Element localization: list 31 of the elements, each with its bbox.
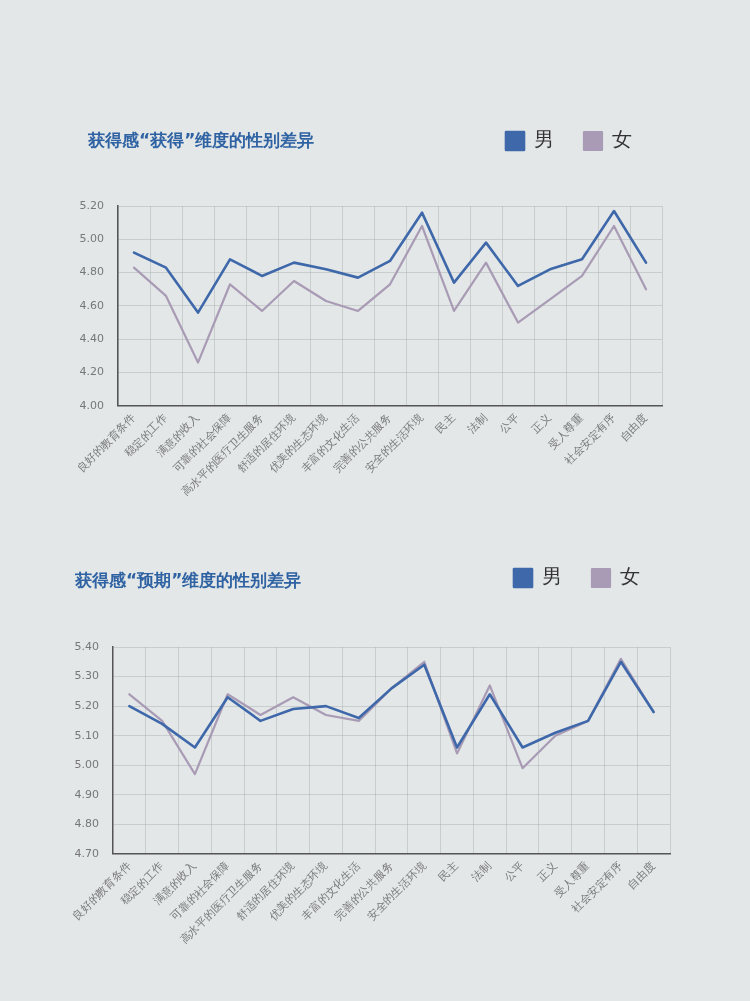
y-tick-label: 4.00 [79,398,104,412]
y-tick-label: 5.40 [74,639,99,653]
y-tick-label: 4.80 [74,817,99,831]
legend-label: 男 [534,127,554,152]
x-tick-label: 民主 [436,859,462,885]
y-tick-label: 5.00 [79,232,104,246]
y-tick-label: 4.60 [79,298,104,312]
x-tick-label: 民主 [433,411,459,437]
y-tick-label: 5.30 [74,669,99,683]
y-tick-label: 4.20 [79,365,104,379]
chart-title: 获得感“预期”维度的性别差异 [75,569,302,592]
y-tick-label: 4.90 [74,787,99,801]
chart-title: 获得感“获得”维度的性别差异 [88,129,315,152]
x-tick-label: 公平 [497,411,523,437]
x-tick-label: 法制 [469,859,494,885]
y-tick-label: 4.70 [74,846,99,860]
x-tick-label: 法制 [465,411,491,437]
legend-label: 女 [612,127,632,152]
y-tick-label: 4.80 [79,265,104,279]
x-tick-label: 正义 [534,859,560,885]
y-tick-label: 5.10 [74,728,99,742]
legend-label: 男 [542,564,562,589]
y-tick-label: 5.20 [74,698,99,712]
x-tick-label: 公平 [501,859,527,885]
x-tick-label: 正义 [529,411,555,437]
x-tick-label: 自由度 [617,411,651,445]
legend-label: 女 [620,564,640,589]
y-tick-label: 4.40 [79,332,104,346]
y-tick-label: 5.00 [74,758,99,772]
x-tick-label: 自由度 [625,859,658,893]
y-tick-label: 5.20 [79,198,104,212]
